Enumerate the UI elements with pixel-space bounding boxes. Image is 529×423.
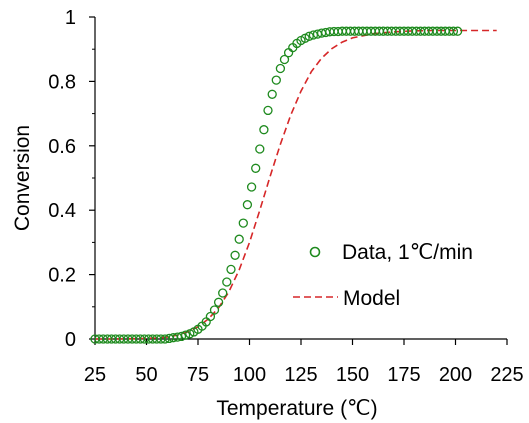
data-point — [218, 288, 228, 298]
y-tick-label: 0.8 — [48, 71, 76, 93]
data-point — [226, 264, 236, 275]
data-point — [234, 234, 244, 244]
x-tick-label: 50 — [135, 364, 157, 386]
x-tick-label: 200 — [439, 364, 472, 386]
legend-model-label: Model — [343, 287, 400, 310]
plot-axes — [89, 16, 508, 345]
data-point — [205, 311, 216, 322]
x-tick-label: 175 — [387, 364, 420, 386]
data-point — [448, 26, 459, 36]
data-point — [452, 26, 463, 36]
x-tick-label: 225 — [490, 364, 523, 386]
data-point — [259, 125, 269, 135]
data-point — [238, 218, 248, 228]
data-point — [283, 48, 294, 58]
data-point — [176, 331, 187, 342]
x-tick-label: 125 — [284, 364, 317, 386]
data-point — [222, 277, 232, 287]
legend-data-marker — [309, 246, 321, 258]
data-point — [242, 200, 253, 210]
data-point — [180, 330, 191, 340]
model-series — [95, 29, 497, 340]
data-point — [209, 305, 220, 315]
y-tick-label: 0 — [65, 329, 76, 351]
data-point — [279, 54, 290, 65]
data-point — [230, 250, 240, 260]
x-tick-label: 25 — [84, 364, 106, 386]
legend-data-label: Data, 1℃/min — [342, 241, 473, 264]
model-line — [95, 29, 497, 340]
data-point — [304, 31, 314, 41]
data-point — [213, 297, 224, 307]
data-point — [271, 75, 281, 85]
data-point — [275, 63, 286, 74]
x-axis-title: Temperature (℃) — [216, 397, 377, 420]
data-point — [263, 105, 273, 116]
data-point — [251, 163, 261, 173]
y-axis-title: Conversion — [11, 125, 34, 231]
data-point — [255, 144, 265, 154]
y-tick-label: 0.4 — [48, 200, 76, 222]
x-tick-label: 150 — [336, 364, 369, 386]
x-tick-label: 100 — [233, 364, 266, 386]
data-point — [172, 332, 183, 342]
y-tick-label: 1 — [65, 7, 76, 29]
data-point — [246, 182, 257, 192]
data-series — [90, 26, 463, 344]
legend: Data, 1℃/min Model — [293, 241, 473, 310]
tick-labels: 25 50 75 100 125 150 175 200 225 0 0.2 0.4 0.6 0.8 1 — [48, 7, 524, 386]
y-tick-label: 0.6 — [48, 136, 76, 158]
y-tick-label: 0.2 — [48, 265, 76, 287]
data-point — [267, 89, 277, 99]
x-tick-label: 75 — [187, 364, 209, 386]
